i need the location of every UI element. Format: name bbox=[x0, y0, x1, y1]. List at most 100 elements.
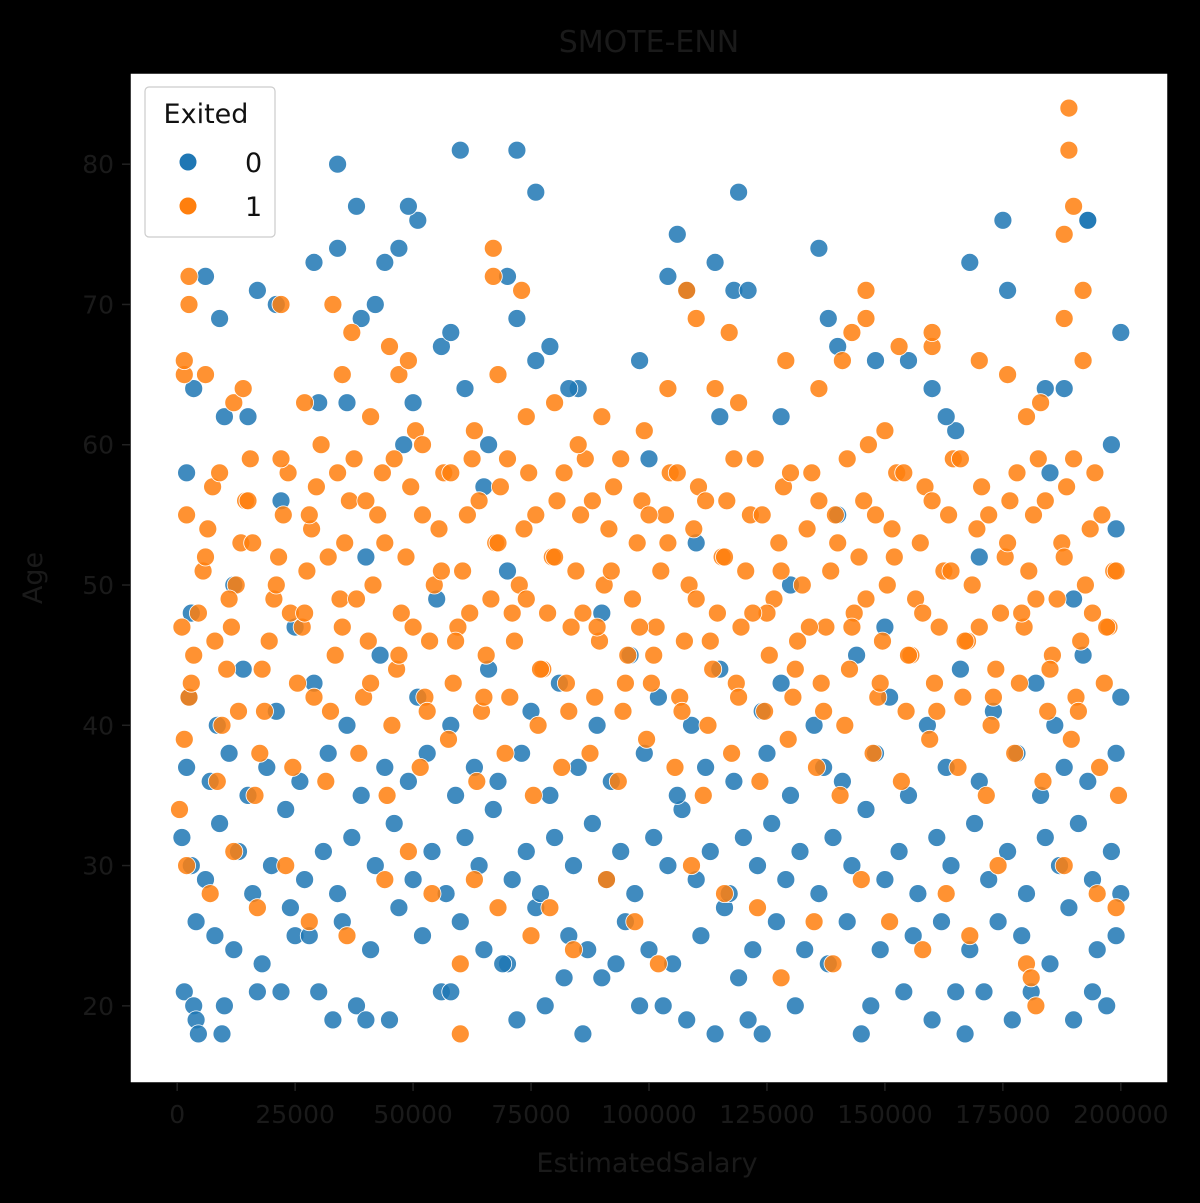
x-tick-label: 25000 bbox=[255, 1100, 335, 1129]
data-point bbox=[797, 519, 817, 539]
data-point bbox=[429, 519, 449, 539]
data-point bbox=[441, 982, 461, 1002]
data-point bbox=[403, 617, 423, 637]
data-point bbox=[188, 603, 208, 623]
data-point bbox=[696, 491, 715, 511]
data-point bbox=[894, 982, 914, 1002]
data-point bbox=[396, 547, 416, 567]
data-point bbox=[276, 856, 296, 875]
data-point bbox=[1106, 519, 1126, 539]
data-point bbox=[460, 603, 480, 623]
data-point bbox=[696, 758, 715, 777]
data-point bbox=[453, 561, 473, 581]
data-point bbox=[625, 884, 645, 903]
legend-label-0: 0 bbox=[245, 148, 262, 179]
data-point bbox=[1035, 828, 1055, 847]
data-point bbox=[1073, 351, 1093, 371]
data-point bbox=[809, 238, 829, 258]
data-point bbox=[356, 547, 376, 567]
data-point bbox=[686, 309, 706, 328]
data-point bbox=[691, 926, 711, 946]
data-point bbox=[1069, 701, 1088, 721]
plot-area bbox=[129, 72, 1169, 1084]
data-point bbox=[899, 351, 918, 371]
data-point bbox=[856, 589, 876, 609]
data-point bbox=[1019, 561, 1039, 581]
data-point bbox=[545, 393, 564, 413]
data-point bbox=[974, 982, 994, 1002]
data-point bbox=[1092, 505, 1112, 525]
data-point bbox=[446, 631, 466, 651]
data-point bbox=[495, 743, 515, 763]
data-point bbox=[800, 617, 819, 637]
data-point bbox=[1054, 547, 1074, 567]
data-point bbox=[1038, 701, 1058, 721]
data-point bbox=[221, 617, 241, 637]
data-point bbox=[1087, 940, 1107, 960]
data-point bbox=[1054, 379, 1074, 399]
data-point bbox=[526, 182, 546, 202]
data-point bbox=[1078, 210, 1098, 230]
data-point bbox=[441, 463, 461, 483]
data-point bbox=[976, 786, 996, 805]
data-point bbox=[483, 266, 503, 286]
data-point bbox=[684, 519, 704, 539]
data-point bbox=[240, 449, 260, 469]
data-point bbox=[389, 238, 409, 258]
data-point bbox=[557, 673, 576, 693]
data-point bbox=[516, 407, 536, 427]
data-point bbox=[559, 379, 579, 399]
y-axis-label: Age bbox=[18, 552, 49, 604]
data-point bbox=[637, 729, 656, 749]
x-tick-label: 125000 bbox=[719, 1100, 814, 1129]
data-point bbox=[351, 786, 371, 805]
data-point bbox=[1026, 996, 1046, 1016]
data-point bbox=[910, 533, 930, 553]
data-point bbox=[217, 659, 237, 679]
data-point bbox=[1071, 631, 1091, 651]
data-point bbox=[705, 1024, 725, 1044]
data-point bbox=[708, 603, 727, 623]
data-point bbox=[238, 407, 258, 427]
data-point bbox=[443, 673, 463, 693]
data-point bbox=[988, 856, 1008, 875]
data-point bbox=[1021, 968, 1041, 988]
data-point bbox=[389, 365, 409, 385]
data-point bbox=[1047, 589, 1067, 609]
data-point bbox=[743, 940, 763, 960]
data-point bbox=[295, 870, 315, 889]
data-point bbox=[245, 786, 265, 805]
data-point bbox=[630, 996, 649, 1016]
data-point bbox=[269, 547, 289, 567]
data-point bbox=[922, 323, 942, 342]
data-point bbox=[703, 659, 723, 679]
data-point bbox=[611, 449, 631, 469]
data-point bbox=[1033, 772, 1053, 791]
data-point bbox=[922, 379, 942, 399]
data-point bbox=[276, 800, 296, 819]
data-point bbox=[1111, 323, 1131, 342]
data-point bbox=[675, 631, 694, 651]
data-point bbox=[266, 575, 286, 595]
data-point bbox=[380, 337, 399, 356]
data-point bbox=[686, 589, 706, 609]
data-point bbox=[398, 351, 418, 371]
data-point bbox=[568, 435, 588, 455]
data-point bbox=[516, 589, 536, 609]
data-point bbox=[205, 926, 225, 946]
data-point bbox=[401, 477, 421, 497]
data-point bbox=[1064, 449, 1083, 469]
data-point bbox=[736, 561, 756, 581]
data-point bbox=[398, 842, 418, 861]
data-point bbox=[856, 800, 876, 819]
data-point bbox=[198, 519, 218, 539]
data-point bbox=[531, 659, 550, 679]
data-point bbox=[778, 729, 798, 749]
data-point bbox=[932, 912, 951, 932]
data-point bbox=[177, 505, 197, 525]
data-point bbox=[969, 617, 989, 637]
data-point bbox=[644, 828, 664, 847]
data-point bbox=[929, 617, 949, 637]
data-point bbox=[365, 295, 385, 314]
data-point bbox=[391, 603, 411, 623]
